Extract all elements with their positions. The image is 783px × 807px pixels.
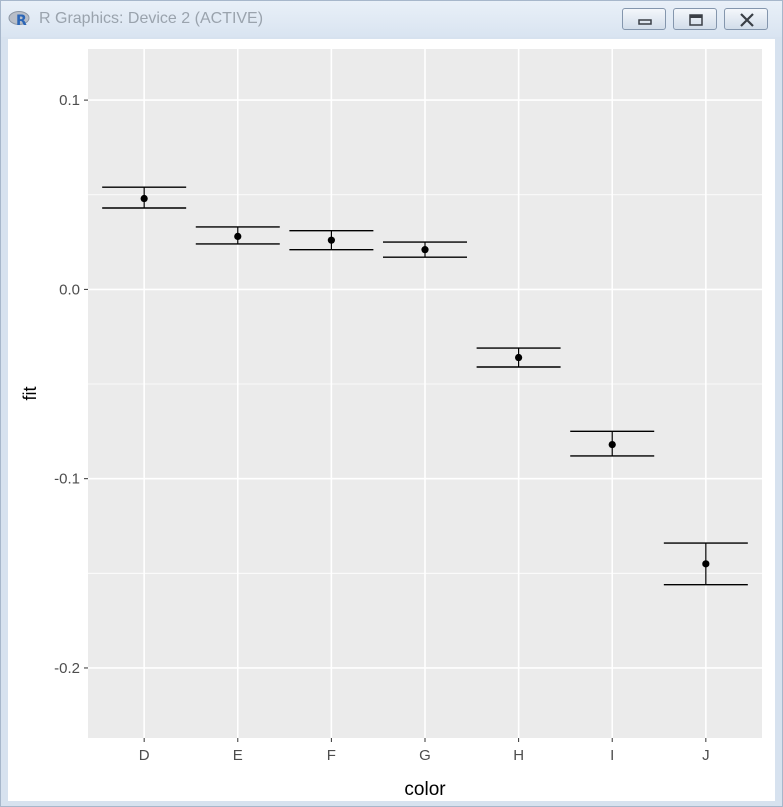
minimize-button[interactable] [622, 8, 666, 30]
y-axis-label: fit [20, 386, 40, 400]
title-bar[interactable]: R R Graphics: Device 2 (ACTIVE) [1, 1, 782, 37]
y-tick-label: -0.2 [54, 660, 80, 677]
x-tick-label: E [233, 747, 243, 764]
errorbar-I [570, 430, 655, 457]
error-bars [102, 186, 748, 586]
close-icon [740, 13, 754, 27]
x-tick-label: J [702, 747, 710, 764]
grid-lines [88, 49, 762, 738]
errorbar-D [102, 186, 187, 209]
x-axis: D E F G H I J [139, 738, 710, 764]
y-tick-label: -0.1 [54, 471, 80, 488]
data-point [327, 236, 335, 244]
y-tick-label: 0.1 [59, 92, 80, 109]
close-button[interactable] [724, 8, 768, 30]
errorbar-F [289, 230, 374, 251]
x-tick-label: D [139, 747, 150, 764]
errorbar-E [195, 226, 280, 245]
y-axis: 0.1 0.0 -0.1 -0.2 [54, 92, 88, 677]
data-point [421, 246, 429, 254]
svg-text:R: R [16, 13, 27, 28]
plot-area: 0.1 0.0 -0.1 -0.2 D E F G H I J fit color [8, 39, 775, 801]
minimize-icon [638, 19, 652, 25]
errorbar-J [663, 542, 748, 586]
data-point [702, 560, 710, 568]
restore-icon [689, 14, 703, 26]
errorbar-H [476, 347, 561, 368]
data-point [515, 353, 523, 362]
data-point [608, 441, 616, 449]
restore-button[interactable] [673, 8, 717, 30]
errorbar-G [383, 241, 467, 258]
errorbar-chart: 0.1 0.0 -0.1 -0.2 D E F G H I J fit color [20, 49, 762, 800]
x-tick-label: H [513, 747, 524, 764]
x-tick-label: I [610, 747, 614, 764]
y-tick-label: 0.0 [59, 281, 80, 298]
window-title: R Graphics: Device 2 (ACTIVE) [39, 10, 264, 27]
data-point [234, 232, 242, 240]
x-tick-label: F [327, 747, 336, 764]
x-axis-label: color [404, 779, 446, 800]
r-logo-icon: R [8, 11, 30, 28]
data-point [140, 194, 148, 203]
x-tick-label: G [419, 747, 431, 764]
